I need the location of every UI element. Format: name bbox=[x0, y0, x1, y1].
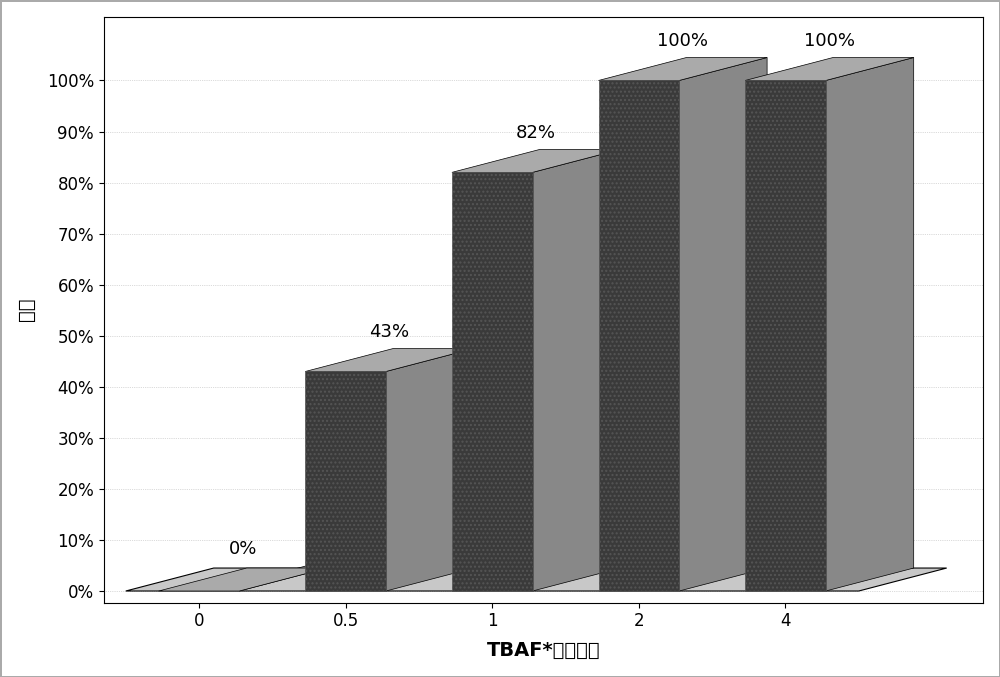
Polygon shape bbox=[745, 58, 914, 81]
Polygon shape bbox=[533, 150, 621, 591]
Bar bbox=[452, 173, 533, 591]
Text: 100%: 100% bbox=[657, 32, 708, 50]
X-axis label: TBAF*（当量）: TBAF*（当量） bbox=[487, 641, 600, 660]
Bar bbox=[745, 81, 826, 591]
Y-axis label: 收率: 收率 bbox=[17, 298, 36, 322]
Polygon shape bbox=[826, 58, 914, 591]
Polygon shape bbox=[452, 150, 621, 173]
Text: 100%: 100% bbox=[804, 32, 855, 50]
Polygon shape bbox=[159, 568, 327, 591]
Polygon shape bbox=[305, 349, 474, 372]
Polygon shape bbox=[386, 349, 474, 591]
Polygon shape bbox=[239, 561, 327, 591]
Text: 82%: 82% bbox=[516, 124, 556, 141]
Polygon shape bbox=[679, 58, 767, 591]
Polygon shape bbox=[599, 58, 767, 81]
Text: 43%: 43% bbox=[370, 323, 410, 341]
Polygon shape bbox=[126, 568, 947, 591]
Text: 0%: 0% bbox=[229, 540, 257, 558]
Bar bbox=[305, 372, 386, 591]
Bar bbox=[599, 81, 679, 591]
